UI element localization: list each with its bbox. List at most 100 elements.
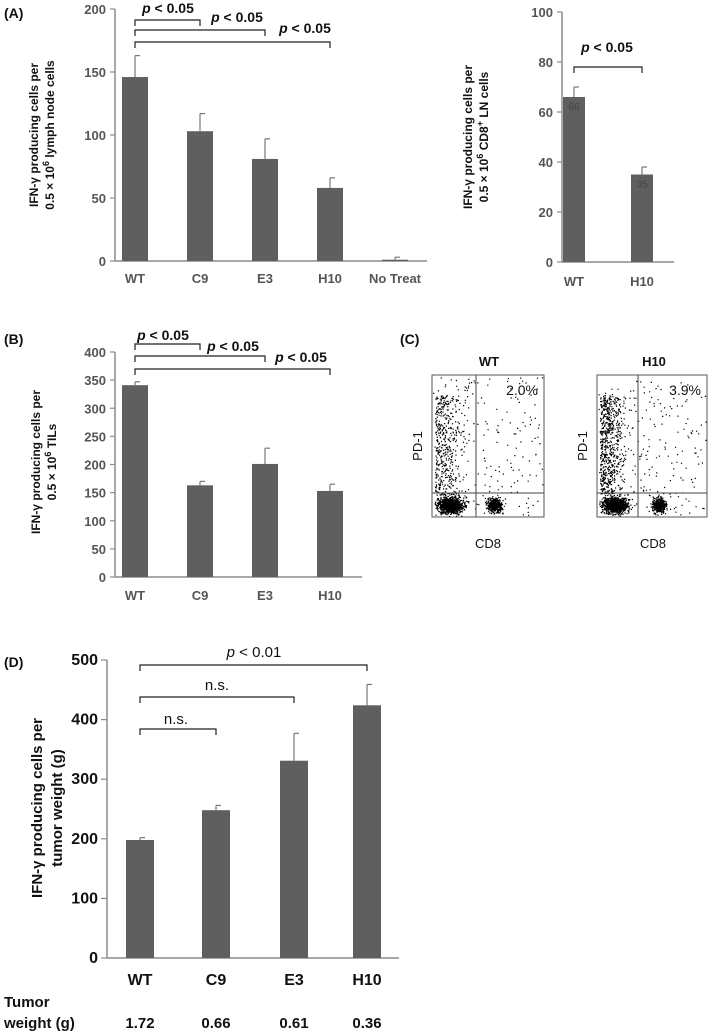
facs-dots bbox=[433, 377, 544, 518]
y-tick-label: 0 bbox=[89, 950, 98, 967]
y-axis-label-line2: 0.5 × 10 bbox=[43, 166, 57, 210]
y-axis-label-line1: IFN-γ producing cells per bbox=[461, 65, 475, 209]
tumor-weight-table: Tumor weight (g) 1.72 0.66 0.61 0.36 bbox=[3, 994, 382, 1032]
y-axis-label-part: CD8 bbox=[477, 126, 491, 154]
p-symbol: p bbox=[206, 338, 216, 354]
y-tick-label: 300 bbox=[84, 401, 106, 416]
p-value: < 0.01 bbox=[235, 644, 281, 661]
y-tick-label: 400 bbox=[84, 345, 106, 360]
facs-frame bbox=[596, 374, 708, 518]
bar bbox=[353, 705, 381, 958]
significance-label: p < 0.05 bbox=[136, 327, 189, 343]
facs-x-label: CD8 bbox=[640, 536, 666, 551]
y-tick-label: 20 bbox=[539, 205, 553, 220]
significance-label: p < 0.05 bbox=[580, 39, 633, 55]
data-label: 35 bbox=[636, 180, 648, 191]
y-tick-label: 100 bbox=[84, 514, 106, 529]
y-axis-label-part: TILs bbox=[45, 423, 59, 451]
p-symbol: p bbox=[141, 0, 151, 16]
x-tick-label: E3 bbox=[284, 972, 304, 989]
y-axis-label-superscript: + bbox=[475, 121, 485, 126]
x-tick-label: WT bbox=[564, 274, 584, 289]
significance-label: n.s. bbox=[205, 677, 229, 694]
significance-label: p < 0.05 bbox=[141, 0, 194, 16]
y-axis-label-line1: IFN-γ producing cells per bbox=[29, 718, 46, 898]
facs-quadrant-percent: 3.9% bbox=[669, 382, 701, 398]
tumor-weight-label-line1: Tumor bbox=[4, 994, 50, 1011]
bar bbox=[563, 97, 585, 262]
x-tick-label: WT bbox=[125, 271, 145, 286]
y-tick-label: 100 bbox=[84, 128, 106, 143]
significance-bracket bbox=[134, 355, 266, 362]
y-axis-label-line2: 0.5 × 10 bbox=[477, 158, 491, 202]
p-symbol: p bbox=[274, 349, 284, 365]
facs-y-label: PD-1 bbox=[575, 431, 590, 461]
y-tick-label: 0 bbox=[99, 570, 106, 585]
y-axis-label-superscript: 6 bbox=[43, 452, 53, 457]
y-tick-label: 40 bbox=[539, 155, 553, 170]
y-axis-label-superscript: 6 bbox=[41, 161, 51, 166]
chart-a-cd8-ln: 0 20 40 60 80 100 WT 66 H10 35 p < 0.05 IFN-γ produ… bbox=[461, 5, 674, 289]
significance-bracket bbox=[134, 41, 331, 48]
p-symbol: p bbox=[580, 39, 590, 55]
x-tick-label: H10 bbox=[318, 588, 342, 603]
y-tick-label: 150 bbox=[84, 65, 106, 80]
y-tick-label: 100 bbox=[71, 890, 98, 907]
significance-bracket bbox=[134, 29, 266, 36]
x-tick-label: No Treat bbox=[369, 271, 422, 286]
y-tick-label: 80 bbox=[539, 55, 553, 70]
significance-label: p < 0.01 bbox=[226, 644, 282, 661]
y-axis-label-line2: 0.5 × 10 bbox=[45, 456, 59, 500]
y-axis-label-part: lymph node cells bbox=[43, 60, 57, 161]
x-tick-label: WT bbox=[128, 972, 153, 989]
p-value: < 0.05 bbox=[216, 338, 259, 354]
significance-label: p < 0.05 bbox=[278, 20, 331, 36]
facs-y-label: PD-1 bbox=[410, 431, 425, 461]
significance-bracket bbox=[139, 728, 217, 735]
x-tick-label: WT bbox=[125, 588, 145, 603]
x-tick-label: E3 bbox=[257, 271, 273, 286]
y-tick-label: 150 bbox=[84, 486, 106, 501]
p-value: < 0.05 bbox=[284, 349, 327, 365]
bar bbox=[252, 158, 278, 261]
significance-bracket bbox=[134, 343, 201, 350]
y-tick-label: 350 bbox=[84, 373, 106, 388]
p-value: < 0.05 bbox=[220, 9, 263, 25]
facs-x-label: CD8 bbox=[475, 536, 501, 551]
facs-plot-wt: WT 2.0% CD8 PD-1 bbox=[410, 354, 545, 551]
y-axis-label: IFN-γ producing cells per 0.5 × 106 CD8+ … bbox=[461, 65, 491, 209]
bar bbox=[317, 490, 343, 577]
y-tick-label: 400 bbox=[71, 712, 98, 729]
bar bbox=[317, 187, 343, 261]
p-symbol: p bbox=[278, 20, 288, 36]
chart-d-tumor-weight: 0 100 200 300 400 500 WT C9 E3 H10 n.s. n.s. p < 0.0… bbox=[29, 644, 399, 989]
y-axis-label-line1: IFN-γ producing cells per bbox=[27, 63, 41, 207]
y-tick-label: 500 bbox=[71, 652, 98, 669]
y-axis-label-superscript: 6 bbox=[475, 154, 485, 159]
y-tick-label: 100 bbox=[531, 5, 553, 20]
bar bbox=[252, 463, 278, 577]
panel-label-a: (A) bbox=[4, 5, 23, 21]
panel-label-b: (B) bbox=[4, 331, 23, 347]
y-axis-label: IFN-γ producing cells per 0.5 × 106 lymph… bbox=[27, 60, 57, 210]
x-tick-label: C9 bbox=[192, 588, 209, 603]
x-tick-label: H10 bbox=[318, 271, 342, 286]
significance-label: p < 0.05 bbox=[210, 9, 263, 25]
x-tick-label: C9 bbox=[192, 271, 209, 286]
p-value: < 0.05 bbox=[146, 327, 189, 343]
y-tick-label: 50 bbox=[92, 191, 106, 206]
significance-bracket bbox=[134, 368, 331, 375]
chart-b-tils: 0 50 100 150 200 250 300 350 400 WT C9 E3 H10 p < 0.0… bbox=[29, 327, 362, 603]
bar bbox=[187, 131, 213, 261]
x-tick-label: C9 bbox=[206, 972, 227, 989]
tumor-weight-value: 0.61 bbox=[279, 1015, 308, 1032]
bar bbox=[122, 385, 148, 577]
p-value: < 0.05 bbox=[151, 0, 194, 16]
y-tick-label: 300 bbox=[71, 771, 98, 788]
significance-bracket bbox=[139, 664, 368, 671]
significance-label: n.s. bbox=[164, 711, 188, 728]
x-tick-label: H10 bbox=[630, 274, 654, 289]
x-tick-label: E3 bbox=[257, 588, 273, 603]
